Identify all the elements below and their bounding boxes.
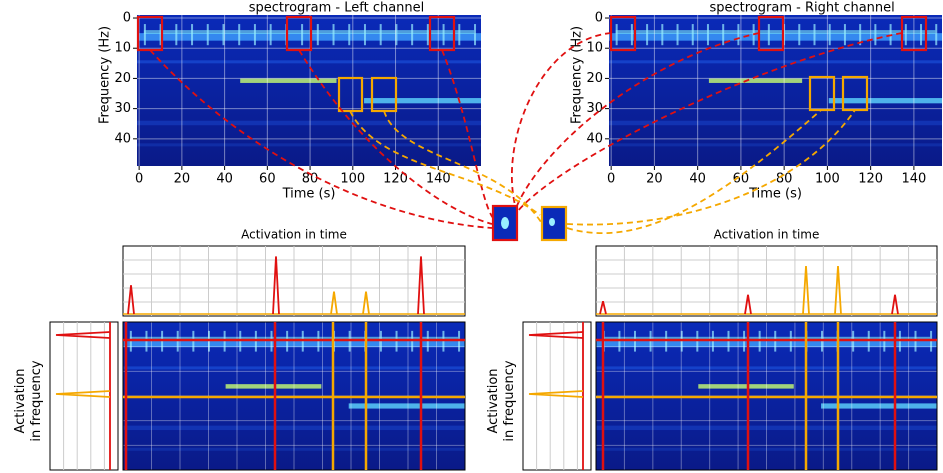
y-axis-label: Frequency (Hz) (570, 26, 585, 124)
y-axis-label: Activationin frequency (486, 360, 517, 441)
spectrogram-blip (270, 24, 272, 45)
x-tick-label: 20 (646, 172, 663, 187)
spectrogram-blip (458, 24, 460, 45)
spectrogram-blip (616, 24, 618, 45)
y-tick-label: 30 (114, 101, 131, 116)
x-tick-label: 0 (135, 172, 143, 187)
spectrogram-streak (698, 384, 793, 388)
y-tick-label: 0 (595, 11, 603, 26)
y-axis-label: Frequency (Hz) (98, 26, 113, 124)
spectrogram-streak (609, 121, 942, 126)
x-tick-label: 140 (901, 172, 926, 187)
spectrogram-streak (240, 78, 336, 83)
spectrogram-streak (609, 60, 942, 63)
spectrogram-streak (137, 121, 481, 126)
spectrogram-streak (829, 98, 942, 103)
spectrogram-streak (616, 30, 936, 34)
x-tick-label: 120 (858, 172, 883, 187)
spectrogram-blip (191, 24, 193, 45)
spectrogram-blip (364, 24, 366, 45)
spectrogram-blip (301, 24, 303, 45)
spectrogram-blip (829, 24, 831, 45)
spectrogram-blip (798, 24, 800, 45)
chart-title: Activation in time (714, 228, 820, 242)
spectrogram-blip (813, 24, 815, 45)
spectrogram-blip (661, 24, 663, 45)
spectrogram-blip (646, 24, 648, 45)
y-axis-label-line: in frequency (502, 360, 517, 441)
spectrogram-streak (709, 78, 802, 83)
x-tick-label: 40 (216, 172, 233, 187)
chart-title: spectrogram - Right channel (709, 1, 894, 16)
y-tick-label: 20 (114, 71, 131, 86)
y-axis-label-line: Activation (13, 368, 28, 433)
y-tick-label: 10 (114, 41, 131, 56)
spectrogram-blip (317, 24, 319, 45)
spectrogram-blip (844, 24, 846, 45)
x-tick-label: 140 (426, 172, 451, 187)
y-axis-label: Activationin frequency (13, 360, 44, 441)
spectrogram-blip (935, 24, 937, 45)
x-tick-label: 20 (174, 172, 191, 187)
x-tick-label: 100 (340, 172, 365, 187)
y-tick-label: 40 (586, 131, 603, 146)
x-tick-label: 80 (776, 172, 793, 187)
spectrogram-streak (226, 384, 322, 388)
x-tick-label: 40 (689, 172, 706, 187)
chart-title: Activation in time (241, 228, 347, 242)
spectrogram-blip (722, 24, 724, 45)
x-tick-label: 60 (259, 172, 276, 187)
chart-title: spectrogram - Left channel (249, 1, 425, 16)
x-tick-label: 100 (815, 172, 840, 187)
spectrogram-blip (443, 24, 445, 45)
spectrogram-blip (692, 24, 694, 45)
spectrogram-streak (137, 60, 481, 63)
figure: 020406080100120140010203040spectrogram -… (0, 0, 943, 473)
y-tick-label: 10 (586, 41, 603, 56)
x-axis-label: Time (s) (282, 187, 336, 202)
y-axis-label-line: Activation (486, 368, 501, 433)
spectrogram-streak (364, 98, 481, 103)
spectrogram-blip (207, 24, 209, 45)
spectrogram-blip (737, 24, 739, 45)
patch-blob (549, 218, 555, 226)
x-tick-label: 0 (607, 172, 615, 187)
spectrogram-blip (768, 24, 770, 45)
spectrogram-streak (609, 143, 942, 146)
y-tick-label: 20 (586, 71, 603, 86)
spectrogram-streak (144, 30, 474, 34)
spectrogram-blip (175, 24, 177, 45)
spectrogram-blip (144, 24, 146, 45)
y-tick-label: 0 (123, 11, 131, 26)
spectrogram-blip (905, 24, 907, 45)
spectrogram-blip (920, 24, 922, 45)
spectrogram-blip (631, 24, 633, 45)
spectrogram-blip (254, 24, 256, 45)
spectrogram-blip (427, 24, 429, 45)
spectrogram-blip (707, 24, 709, 45)
patch-blob (501, 217, 509, 229)
spectrogram-streak (137, 143, 481, 146)
spectrogram-blip (380, 24, 382, 45)
spectrogram-blip (874, 24, 876, 45)
spectrogram-blip (333, 24, 335, 45)
spectrogram-blip (411, 24, 413, 45)
y-axis-label-line: in frequency (29, 360, 44, 441)
spectrogram-blip (238, 24, 240, 45)
spectrogram-blip (348, 24, 350, 45)
y-tick-label: 40 (114, 131, 131, 146)
spectrogram-blip (677, 24, 679, 45)
spectrogram-blip (474, 24, 476, 45)
